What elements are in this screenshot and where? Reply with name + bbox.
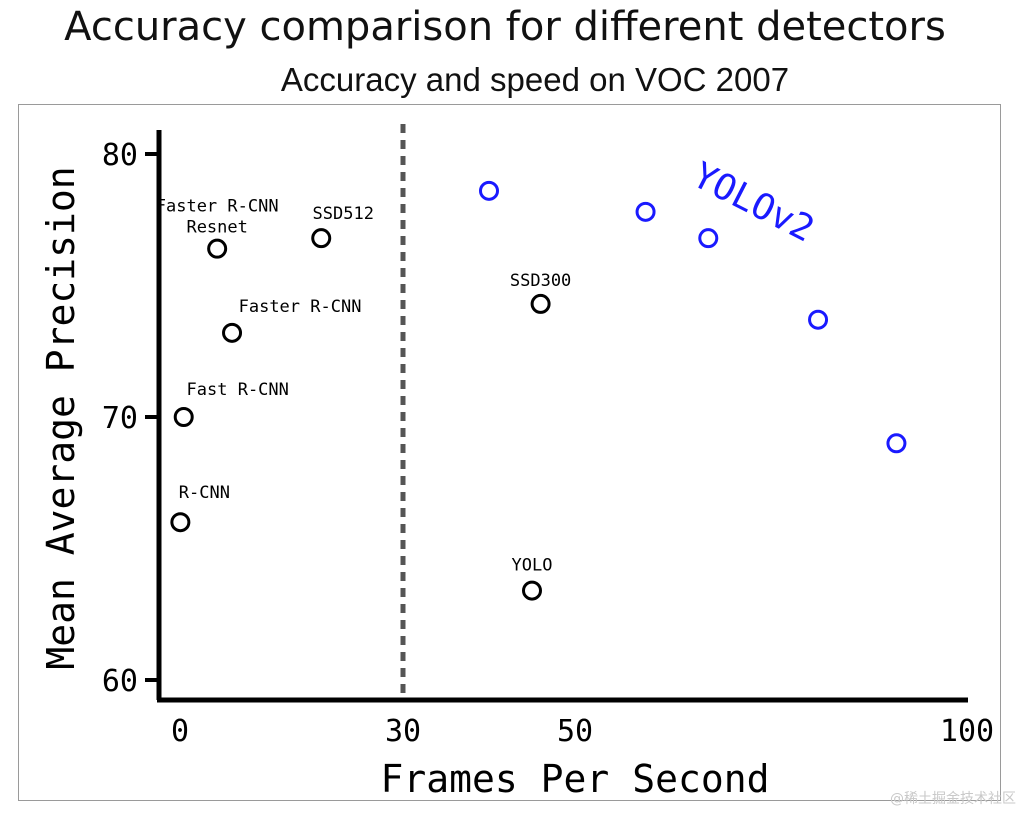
point-label: R-CNN [179, 483, 230, 503]
x-tick-label: 30 [385, 714, 421, 749]
page-title: Accuracy comparison for different detect… [64, 4, 946, 50]
axes: 60 70 80 0 30 50 100 [102, 130, 994, 749]
point-label: SSD512 [313, 204, 374, 224]
point-label: Resnet [186, 218, 247, 238]
y-tick-label: 60 [102, 664, 138, 699]
x-tick-label: 50 [557, 714, 593, 749]
point-label: SSD300 [510, 271, 571, 291]
point-label: Fast R-CNN [187, 380, 289, 400]
data-point-yolov2 [808, 309, 829, 330]
data-point-yolov2 [635, 201, 656, 222]
point-label: YOLO [512, 556, 553, 576]
data-point [170, 512, 191, 533]
data-point-yolov2 [479, 180, 499, 201]
x-tick-label: 0 [171, 714, 189, 749]
y-axis-label: Mean Average Precision [39, 166, 83, 669]
chart-frame [18, 104, 1001, 801]
data-point [522, 580, 542, 601]
data-point [207, 238, 228, 259]
point-label: Faster R-CNN [156, 197, 279, 217]
chart-subtitle: Accuracy and speed on VOC 2007 [281, 61, 789, 98]
series-label-yolov2: YOLOv2 [686, 155, 820, 251]
y-tick-label: 70 [102, 401, 138, 436]
data-point [173, 407, 194, 427]
y-tick-label: 80 [102, 138, 138, 173]
data-point [311, 228, 332, 249]
x-tick-label: 100 [940, 714, 994, 749]
data-point [222, 322, 243, 343]
watermark: @稀土掘金技术社区 [890, 791, 1016, 807]
point-label: Faster R-CNN [239, 297, 362, 317]
data-point [530, 293, 551, 314]
data-point-yolov2 [698, 228, 719, 249]
x-axis-label: Frames Per Second [381, 757, 770, 801]
data-point-yolov2 [886, 433, 907, 454]
